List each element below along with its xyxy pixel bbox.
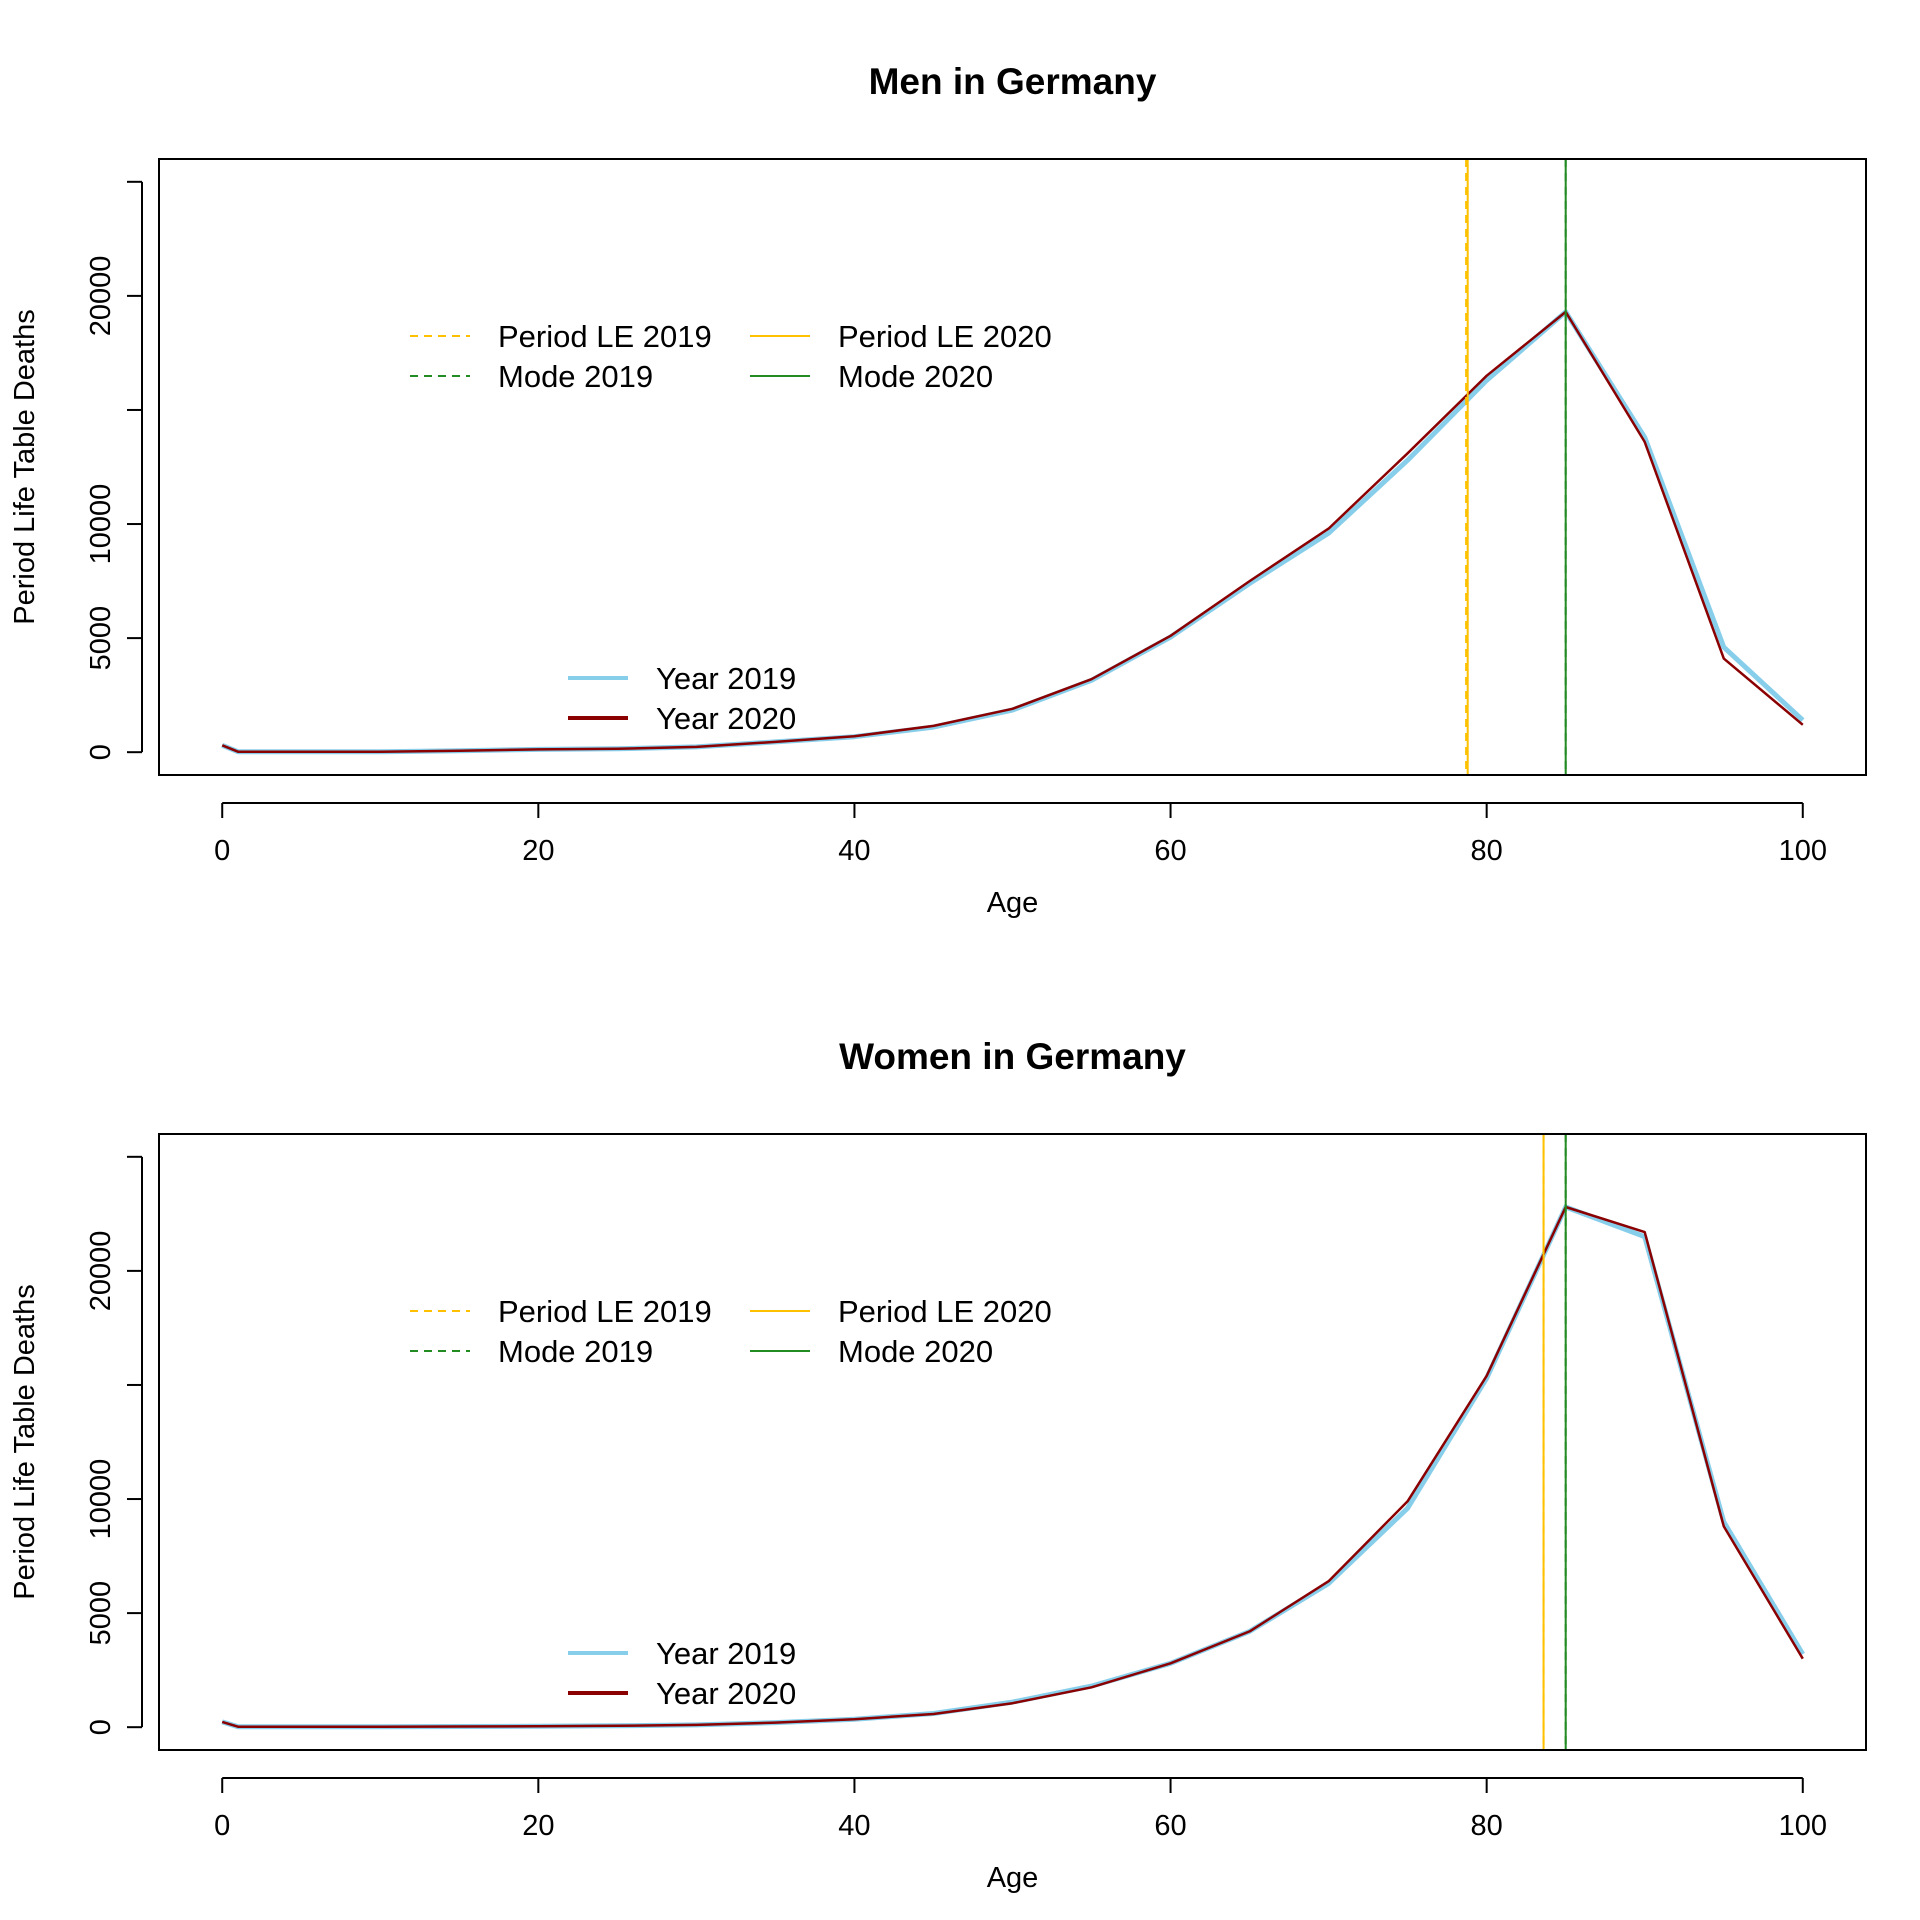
- y-tick-label: 10000: [85, 1459, 117, 1540]
- legend-label: Period LE 2020: [838, 319, 1052, 354]
- series-line-year-2020: [221, 310, 1804, 753]
- chart-title: Women in Germany: [839, 1036, 1186, 1077]
- plot-frame: [158, 1133, 1867, 1751]
- legend-label: Year 2020: [656, 701, 796, 736]
- legend-label: Mode 2019: [498, 359, 653, 394]
- plot-frame: [158, 158, 1867, 776]
- legend-label: Year 2020: [656, 1676, 796, 1711]
- x-tick-label: 20: [522, 1810, 554, 1842]
- legend-label: Mode 2020: [838, 359, 993, 394]
- y-tick-label: 0: [85, 744, 117, 760]
- y-tick-label: 5000: [85, 606, 117, 671]
- y-tick-label: 20000: [85, 256, 117, 337]
- y-tick-label: 10000: [85, 484, 117, 565]
- series-line-year-2020: [221, 1205, 1804, 1728]
- legend-label: Period LE 2020: [838, 1294, 1052, 1329]
- x-tick-label: 40: [838, 835, 870, 867]
- y-tick-label: 0: [85, 1719, 117, 1735]
- x-tick-label: 60: [1154, 835, 1186, 867]
- x-axis-label: Age: [987, 887, 1039, 919]
- legend-label: Year 2019: [656, 1636, 796, 1671]
- chart-title: Men in Germany: [869, 61, 1157, 102]
- legend-label: Mode 2019: [498, 1334, 653, 1369]
- legend-label: Period LE 2019: [498, 1294, 712, 1329]
- panel-women: Women in Germany 0 20 40 60 80 100 Age 0 5000 1000…: [9, 1036, 1867, 1894]
- x-tick-label: 100: [1779, 835, 1827, 867]
- x-tick-label: 80: [1471, 1810, 1503, 1842]
- legend-label: Year 2019: [656, 661, 796, 696]
- x-tick-label: 0: [214, 1810, 230, 1842]
- x-tick-label: 20: [522, 835, 554, 867]
- x-tick-label: 40: [838, 1810, 870, 1842]
- x-tick-label: 0: [214, 835, 230, 867]
- y-tick-label: 20000: [85, 1231, 117, 1312]
- y-axis-label: Period Life Table Deaths: [9, 309, 41, 624]
- panel-men: Men in Germany 0 20 40 60 80 100 Age 0 5000 10000 2…: [9, 61, 1867, 919]
- x-axis-label: Age: [987, 1862, 1039, 1894]
- legend-label: Period LE 2019: [498, 319, 712, 354]
- y-axis-label: Period Life Table Deaths: [9, 1284, 41, 1599]
- legend-label: Mode 2020: [838, 1334, 993, 1369]
- y-tick-label: 5000: [85, 1581, 117, 1646]
- x-tick-label: 100: [1779, 1810, 1827, 1842]
- x-tick-label: 60: [1154, 1810, 1186, 1842]
- x-tick-label: 80: [1471, 835, 1503, 867]
